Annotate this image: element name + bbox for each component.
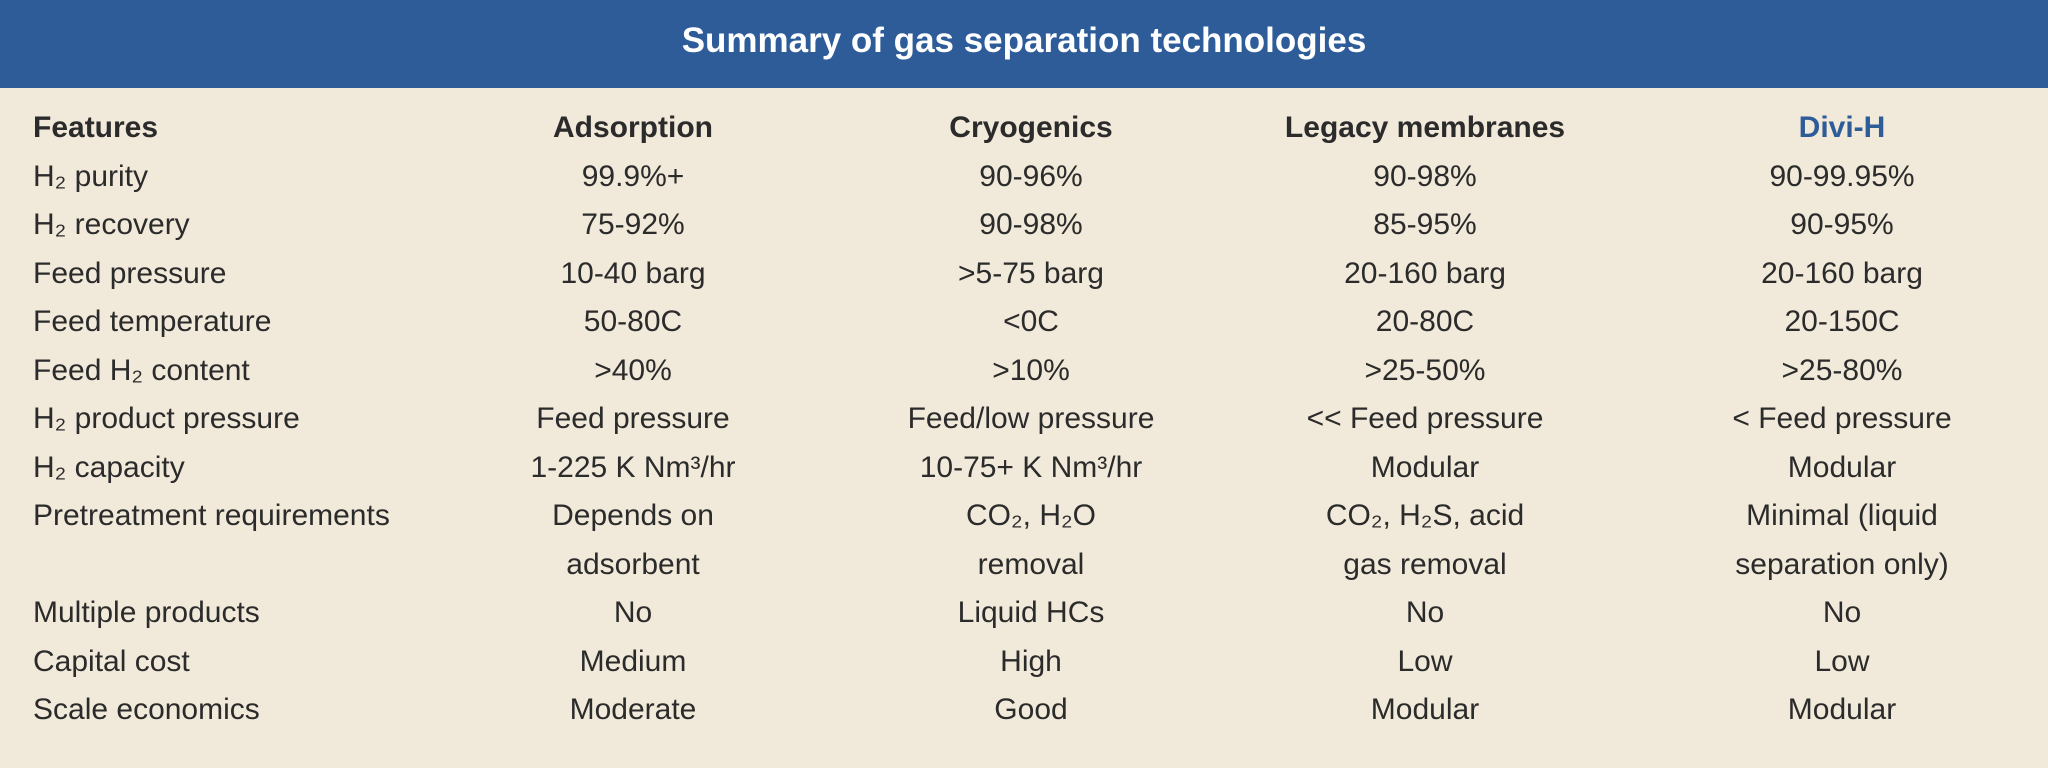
cell: Moderate [569,693,697,726]
cell-line: Depends on [552,499,714,532]
cell: 20-150C [1784,305,1900,338]
cell-line: separation only) [1735,547,1949,581]
cell: Modular [1370,450,1480,484]
cell: Liquid HCs [957,596,1105,629]
cell: >5-75 barg [958,256,1104,290]
cell: Modular [1370,693,1480,726]
cell: >10% [992,353,1070,387]
cell: 90-98% [1373,159,1477,193]
cell: 10-75+ K Nm³/hr [919,450,1143,484]
cell: Feed/low pressure [907,402,1155,435]
cell: Low [1397,644,1453,678]
column-header: Features [33,111,159,144]
column-header: Legacy membranes [1284,111,1566,144]
row-label: Feed H₂ content [33,353,250,387]
cell: 85-95% [1373,208,1477,241]
cell-line: removal [977,547,1085,581]
row-label: Pretreatment requirements [33,499,390,532]
cell: Good [994,693,1068,726]
row-label: H₂ capacity [33,450,185,484]
cell-line: CO₂, H₂S, acid [1325,499,1525,532]
cell: Low [1814,644,1870,678]
cell: << Feed pressure [1306,402,1544,435]
cell: No [613,596,653,629]
cell: 90-96% [979,159,1083,193]
cell: 90-95% [1790,208,1894,241]
cell: Medium [579,644,687,678]
column-header: Adsorption [553,111,713,144]
row-label: Capital cost [33,644,190,678]
cell: 10-40 barg [560,256,706,290]
cell: 1-225 K Nm³/hr [530,450,736,484]
cell: <0C [1003,305,1059,338]
row-label: H₂ purity [33,159,149,193]
cell: 20-80C [1375,305,1475,338]
row-label: H₂ product pressure [33,402,300,435]
cell: 20-160 barg [1761,256,1923,290]
cell: < Feed pressure [1732,402,1952,435]
cell: >40% [594,353,672,387]
cell: >25-80% [1781,353,1903,387]
cell-line: Minimal (liquid [1746,499,1938,532]
cell: 50-80C [583,305,683,338]
cell: >25-50% [1364,353,1486,387]
column-header: Divi-H [1798,111,1886,144]
row-label: Scale economics [33,693,260,726]
cell-line: adsorbent [566,547,700,581]
cell: No [1405,596,1445,629]
cell: No [1822,596,1862,629]
title: Summary of gas separation technologies [681,21,1367,60]
row-label: Feed temperature [33,305,272,338]
cell: Modular [1787,693,1897,726]
cell: 90-98% [979,208,1083,241]
cell-line: CO₂, H₂O [966,499,1096,532]
cell: Modular [1787,450,1897,484]
cell: 75-92% [581,208,685,241]
header-bar [0,0,2048,88]
row-label: Feed pressure [33,256,227,290]
row-label: H₂ recovery [33,208,190,241]
cell: High [1000,644,1062,678]
cell: 20-160 barg [1344,256,1506,290]
cell: Feed pressure [536,402,730,435]
row-label: Multiple products [33,596,260,629]
cell: 99.9%+ [581,159,685,193]
column-header: Cryogenics [949,111,1113,144]
cell-line: gas removal [1343,547,1507,581]
cell: 90-99.95% [1769,159,1915,193]
